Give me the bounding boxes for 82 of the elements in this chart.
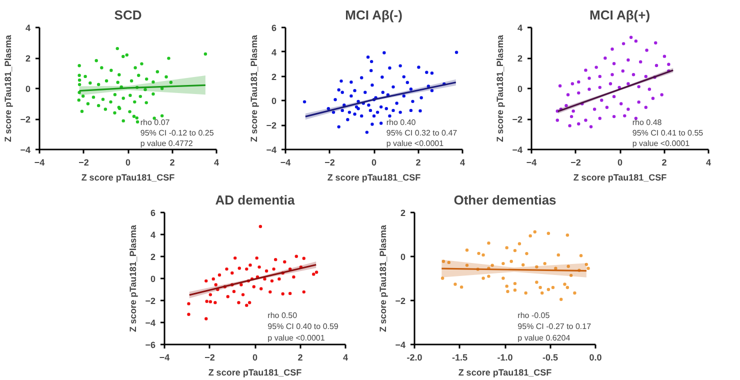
annotation: 95% CI -0.12 to 0.25 bbox=[140, 128, 214, 138]
chart-title: SCD bbox=[114, 8, 142, 22]
y-axis-title: Z score pTau181_Plasma bbox=[249, 34, 260, 142]
y-axis-title: Z score pTau181_Plasma bbox=[3, 34, 14, 142]
y-tick-label: −6 bbox=[145, 340, 156, 350]
annotation: 95% CI 0.41 to 0.55 bbox=[632, 128, 704, 138]
x-tick-label: −2 bbox=[570, 158, 581, 168]
y-tick-label: −4 bbox=[512, 145, 523, 155]
y-tick-label: 4 bbox=[271, 47, 277, 58]
x-axis-title: Z score pTau181_CSF bbox=[327, 172, 422, 182]
annotation: p value <0.0001 bbox=[268, 333, 326, 342]
x-tick-label: -1.0 bbox=[497, 352, 513, 362]
y-tick-label: −4 bbox=[395, 340, 406, 350]
annotation: p value 0.4772 bbox=[140, 138, 194, 148]
x-axis-title: Z score pTau181_CSF bbox=[208, 368, 302, 378]
y-tick-label: 2 bbox=[517, 54, 523, 64]
x-tick-label: 4 bbox=[342, 352, 348, 362]
annotation: p value <0.0001 bbox=[386, 138, 444, 148]
x-tick-label: 2 bbox=[298, 352, 303, 362]
x-axis-title: Z score pTau181_CSF bbox=[573, 172, 668, 182]
x-tick-label: 2 bbox=[170, 158, 175, 168]
chart-title: MCI Aβ(+) bbox=[589, 8, 650, 22]
chart-title: AD dementia bbox=[215, 192, 296, 208]
x-tick-label: 2 bbox=[662, 158, 667, 168]
y-tick-label: −4 bbox=[145, 318, 156, 328]
y-tick-label: 6 bbox=[150, 208, 156, 218]
y-tick-label: −2 bbox=[20, 114, 31, 124]
x-tick-label: 0.0 bbox=[589, 352, 602, 362]
y-axis-title: Z score pTau181_Plasma bbox=[128, 224, 138, 332]
y-axis-title: Z score pTau181_Plasma bbox=[378, 224, 388, 332]
y-tick-label: 0 bbox=[517, 84, 523, 94]
y-axis-title: Z score pTau181_Plasma bbox=[495, 34, 506, 142]
y-tick-label: 4 bbox=[25, 23, 31, 33]
annotation: p value 0.6204 bbox=[518, 333, 571, 342]
x-tick-label: 4 bbox=[460, 158, 466, 168]
x-tick-label: -2.0 bbox=[406, 352, 422, 362]
annotation: p value <0.0001 bbox=[632, 138, 690, 148]
annotation: rho 0.48 bbox=[632, 118, 662, 128]
chart-title: Other dementias bbox=[454, 192, 556, 208]
x-axis-title: Z score pTau181_CSF bbox=[458, 368, 552, 378]
x-tick-label: 0 bbox=[252, 352, 258, 362]
annotation: 95% CI -0.27 to 0.17 bbox=[518, 322, 592, 332]
x-tick-label: −4 bbox=[280, 158, 291, 168]
x-tick-label: -0.5 bbox=[542, 352, 558, 362]
y-tick-label: 0 bbox=[271, 96, 277, 106]
y-tick-label: 2 bbox=[400, 208, 406, 218]
y-tick-label: 2 bbox=[150, 252, 156, 262]
x-tick-label: 4 bbox=[214, 158, 220, 168]
annotation: rho 0.40 bbox=[386, 118, 416, 128]
chart-title: MCI Aβ(-) bbox=[345, 8, 402, 22]
x-axis-title: Z score pTau181_CSF bbox=[81, 172, 176, 182]
y-tick-label: 0 bbox=[150, 274, 156, 284]
y-tick-label: 4 bbox=[517, 23, 523, 33]
x-tick-label: 0 bbox=[125, 158, 131, 168]
y-tick-label: 0 bbox=[400, 252, 406, 262]
annotation: rho 0.07 bbox=[140, 118, 170, 128]
annotation: 95% CI 0.32 to 0.47 bbox=[386, 128, 458, 138]
x-tick-label: 0 bbox=[617, 158, 623, 168]
annotation: 95% CI 0.40 to 0.59 bbox=[268, 322, 339, 332]
y-tick-label: −4 bbox=[266, 145, 277, 155]
y-tick-label: −4 bbox=[20, 145, 31, 155]
x-tick-label: −2 bbox=[204, 352, 215, 362]
x-tick-label: −4 bbox=[34, 158, 45, 168]
y-tick-label: −2 bbox=[512, 114, 523, 124]
annotation: rho 0.50 bbox=[268, 310, 298, 320]
y-tick-label: 4 bbox=[150, 230, 156, 240]
x-tick-label: −2 bbox=[78, 158, 89, 168]
y-tick-label: 2 bbox=[25, 54, 31, 64]
y-tick-label: −2 bbox=[395, 296, 406, 306]
y-tick-label: 0 bbox=[25, 84, 31, 94]
x-tick-label: 2 bbox=[416, 158, 421, 168]
x-tick-label: −2 bbox=[324, 158, 335, 168]
x-tick-label: -1.5 bbox=[452, 352, 468, 362]
x-tick-label: −4 bbox=[159, 352, 170, 362]
y-tick-label: 2 bbox=[271, 72, 277, 82]
x-tick-label: 0 bbox=[371, 158, 377, 168]
y-tick-label: −2 bbox=[266, 120, 277, 131]
x-tick-label: −4 bbox=[526, 158, 537, 168]
y-tick-label: 6 bbox=[271, 23, 277, 33]
x-tick-label: 4 bbox=[706, 158, 712, 168]
y-tick-label: −2 bbox=[145, 296, 156, 306]
annotation: rho -0.05 bbox=[518, 310, 550, 320]
